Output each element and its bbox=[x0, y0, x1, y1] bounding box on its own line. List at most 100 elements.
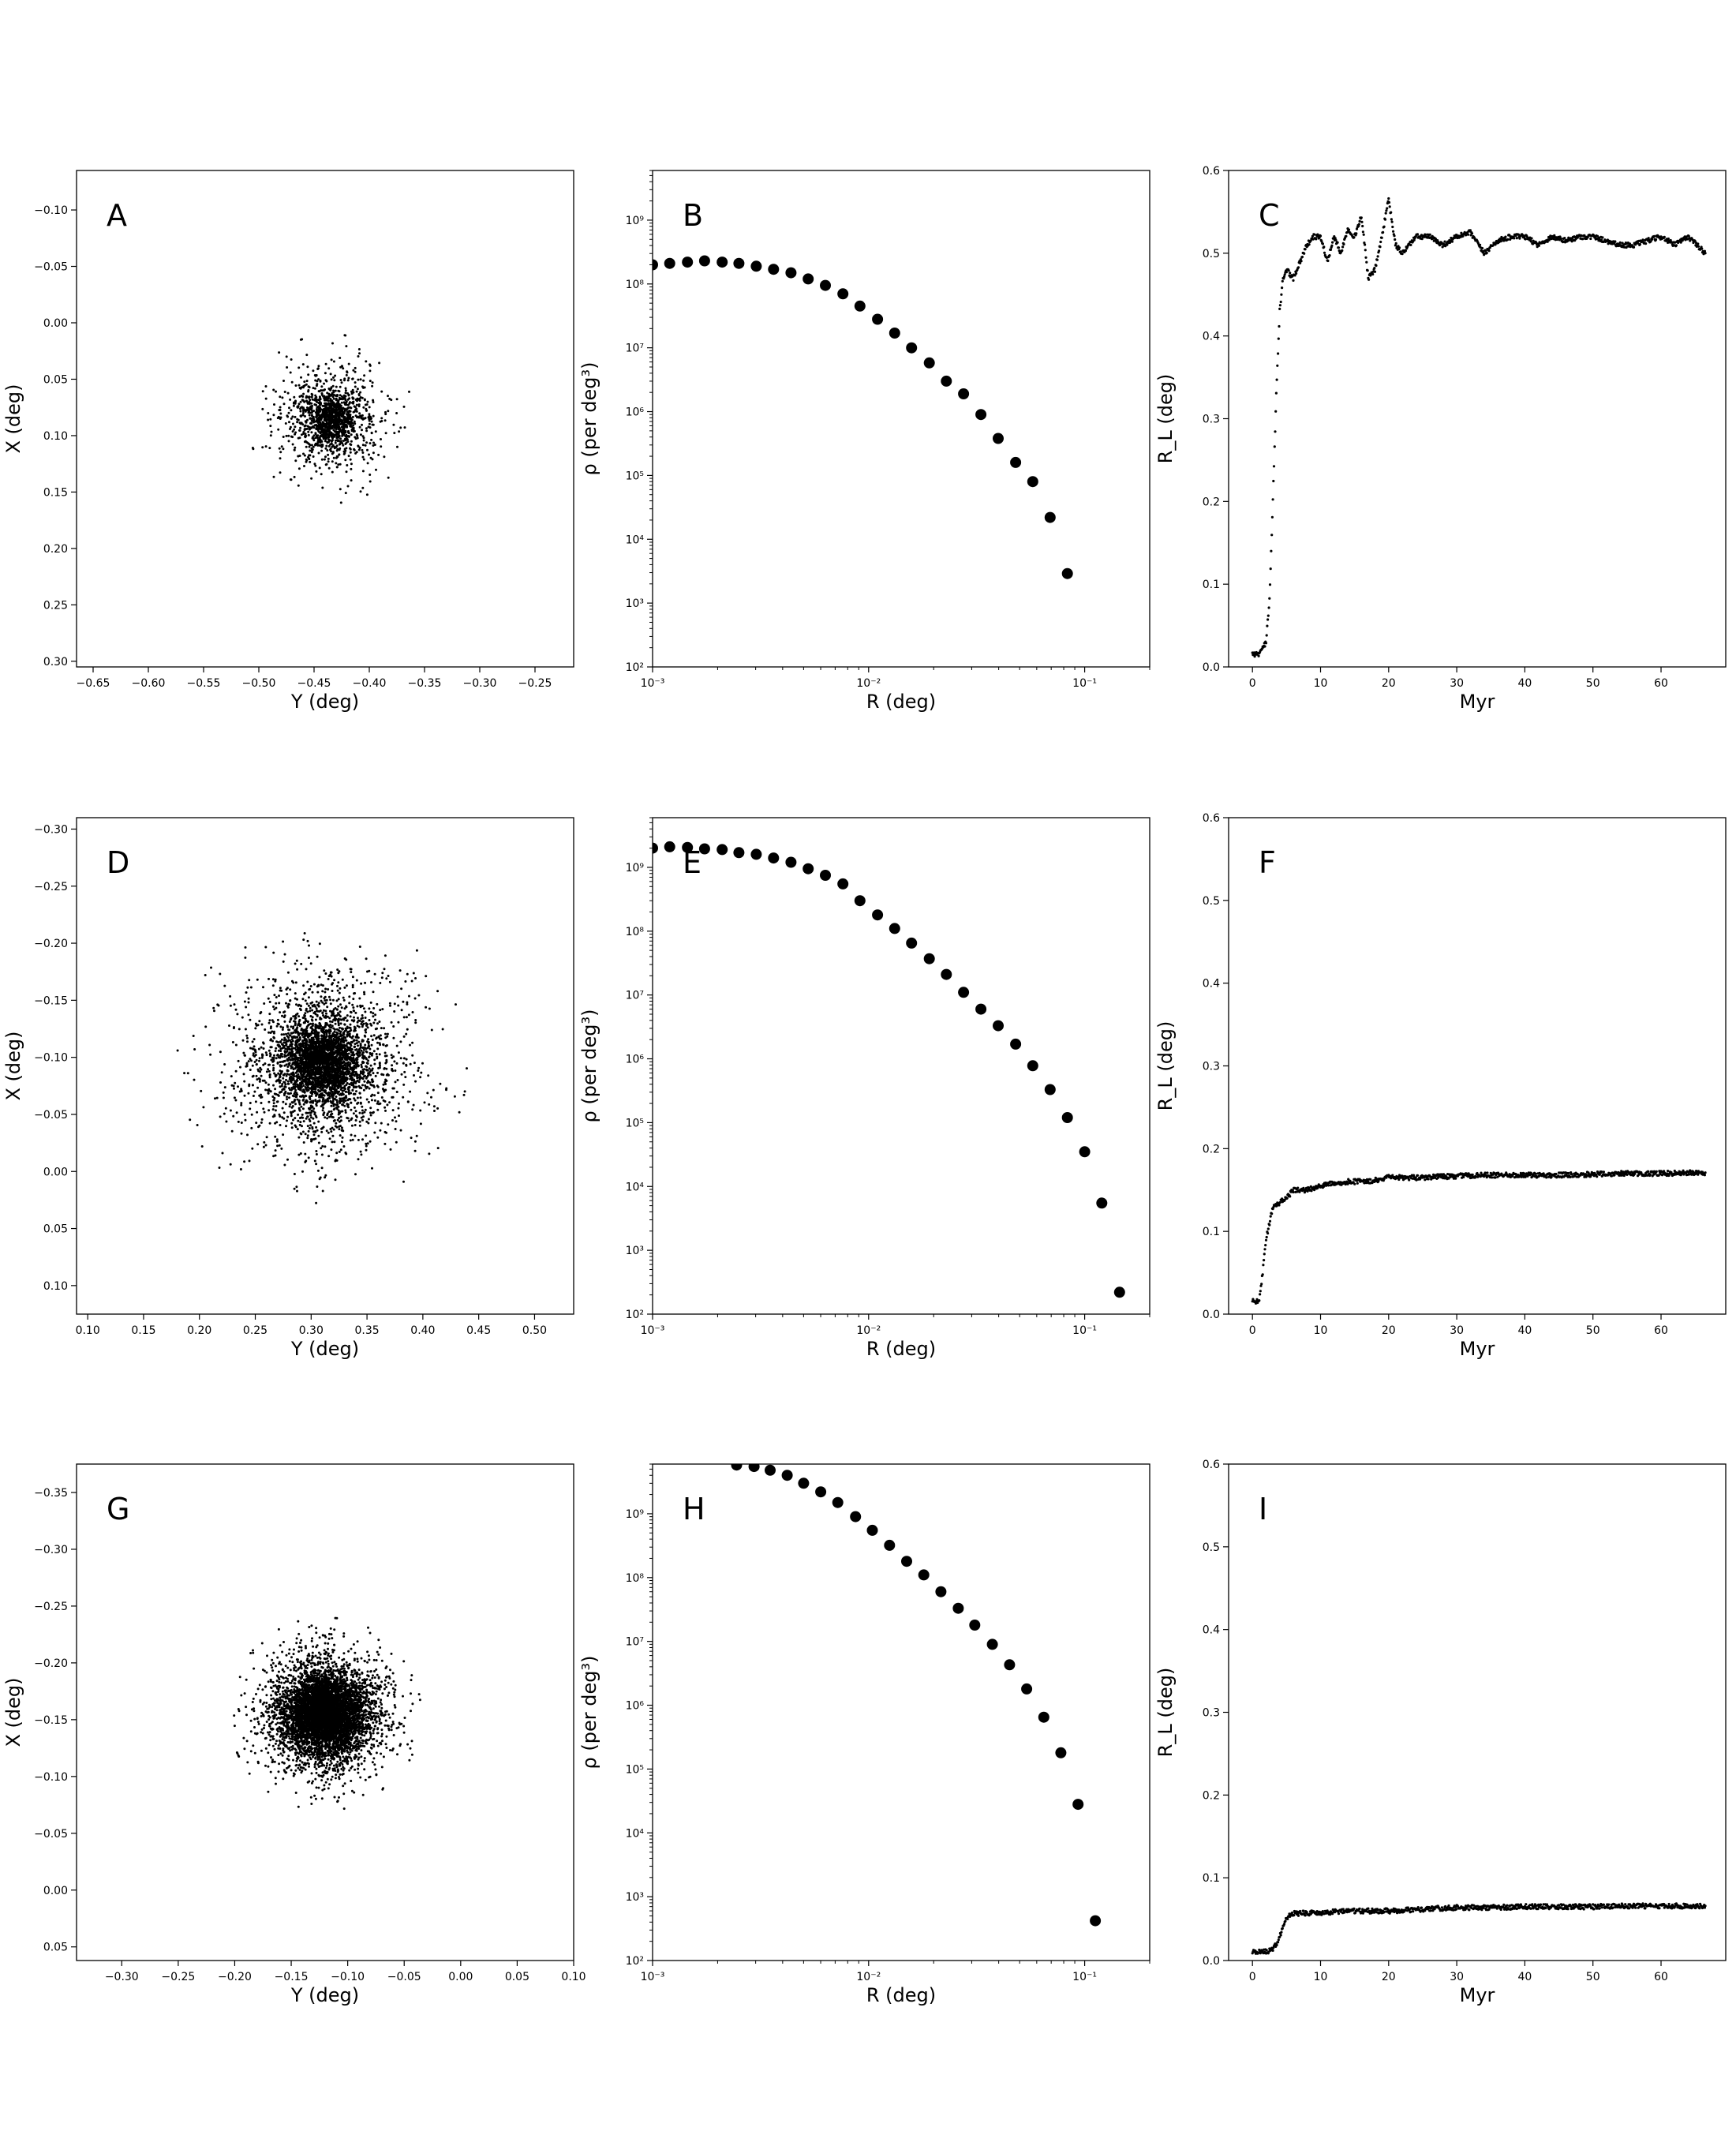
star-point bbox=[355, 1115, 358, 1118]
star-point bbox=[212, 1006, 215, 1009]
star-point bbox=[354, 1173, 357, 1176]
star-point bbox=[330, 442, 333, 445]
star-point bbox=[385, 1058, 388, 1062]
star-point bbox=[302, 433, 305, 435]
star-point bbox=[285, 1002, 287, 1005]
star-point bbox=[279, 1069, 282, 1073]
star-point bbox=[196, 1124, 199, 1126]
star-point bbox=[397, 1051, 400, 1054]
star-point bbox=[365, 1098, 369, 1101]
star-point bbox=[324, 455, 327, 459]
star-point bbox=[366, 1142, 369, 1145]
star-point bbox=[231, 1041, 234, 1043]
star-point bbox=[342, 998, 346, 1002]
star-point bbox=[332, 407, 335, 410]
star-point bbox=[304, 1076, 307, 1078]
star-point bbox=[353, 448, 356, 451]
star-point bbox=[296, 421, 299, 424]
x-tick-label: 10⁻¹ bbox=[1072, 677, 1097, 690]
star-point bbox=[365, 1120, 369, 1123]
star-point bbox=[339, 398, 341, 401]
star-point bbox=[327, 435, 330, 438]
radius-point bbox=[1268, 583, 1272, 586]
radius-point bbox=[1364, 249, 1367, 252]
star-point bbox=[335, 1152, 339, 1155]
star-point bbox=[293, 1187, 296, 1190]
star-point bbox=[356, 1102, 359, 1105]
star-point bbox=[325, 411, 328, 414]
star-point bbox=[379, 1102, 382, 1105]
star-point bbox=[243, 1000, 246, 1003]
star-point bbox=[339, 1119, 342, 1122]
star-point bbox=[337, 1024, 340, 1027]
star-point bbox=[317, 411, 320, 414]
star-point bbox=[365, 1069, 369, 1072]
star-point bbox=[337, 402, 340, 405]
radius-point bbox=[1293, 274, 1296, 277]
radius-point bbox=[1358, 219, 1361, 223]
star-point bbox=[365, 1077, 368, 1080]
star-point bbox=[273, 1114, 276, 1117]
star-point bbox=[347, 362, 350, 365]
star-point bbox=[310, 426, 313, 429]
star-point bbox=[400, 987, 403, 991]
star-point bbox=[387, 1123, 390, 1126]
star-point bbox=[331, 433, 334, 436]
star-point bbox=[345, 470, 348, 474]
star-point bbox=[352, 1112, 355, 1115]
star-point bbox=[249, 1102, 252, 1104]
radius-point bbox=[1559, 238, 1562, 241]
radius-point bbox=[1687, 234, 1690, 238]
star-point bbox=[369, 1083, 372, 1086]
star-point bbox=[358, 997, 361, 1000]
star-point bbox=[269, 1039, 272, 1042]
panel-letter: A bbox=[107, 198, 127, 233]
star-point bbox=[369, 364, 372, 367]
star-point bbox=[305, 380, 309, 383]
star-point bbox=[312, 1107, 316, 1110]
star-point bbox=[268, 1031, 270, 1034]
star-point bbox=[329, 998, 332, 1002]
star-point bbox=[320, 1088, 323, 1091]
star-point bbox=[330, 394, 333, 397]
star-point bbox=[360, 1049, 363, 1052]
star-point bbox=[361, 1112, 364, 1114]
star-point bbox=[348, 1083, 351, 1086]
star-point bbox=[303, 429, 306, 432]
star-point bbox=[350, 1081, 353, 1084]
star-point bbox=[339, 441, 342, 444]
star-point bbox=[282, 1080, 286, 1084]
star-point bbox=[375, 468, 377, 471]
star-point bbox=[338, 443, 341, 446]
star-point bbox=[330, 358, 333, 361]
star-point bbox=[276, 1144, 279, 1148]
star-point bbox=[335, 1028, 339, 1031]
radius-point bbox=[1599, 238, 1603, 242]
star-point bbox=[304, 440, 307, 443]
star-point bbox=[308, 408, 311, 410]
star-point bbox=[275, 390, 277, 393]
star-point bbox=[361, 444, 365, 447]
star-point bbox=[436, 1147, 440, 1150]
star-point bbox=[314, 433, 317, 436]
star-point bbox=[342, 444, 345, 447]
star-point bbox=[365, 403, 369, 406]
star-point bbox=[267, 412, 270, 414]
star-point bbox=[369, 1001, 372, 1004]
star-point bbox=[359, 1150, 362, 1153]
star-point bbox=[327, 988, 330, 991]
plot-area bbox=[251, 334, 410, 504]
radius-point bbox=[1574, 238, 1577, 241]
star-point bbox=[383, 1106, 387, 1109]
density-point bbox=[698, 255, 710, 267]
star-point bbox=[411, 1108, 414, 1111]
star-point bbox=[241, 1039, 245, 1042]
star-point bbox=[323, 458, 326, 461]
star-point bbox=[312, 417, 315, 419]
star-point bbox=[311, 448, 314, 451]
star-point bbox=[295, 1048, 298, 1051]
star-point bbox=[321, 1011, 324, 1014]
star-point bbox=[337, 414, 339, 418]
density-point bbox=[750, 260, 762, 272]
x-tick-label: 50 bbox=[1586, 677, 1600, 690]
